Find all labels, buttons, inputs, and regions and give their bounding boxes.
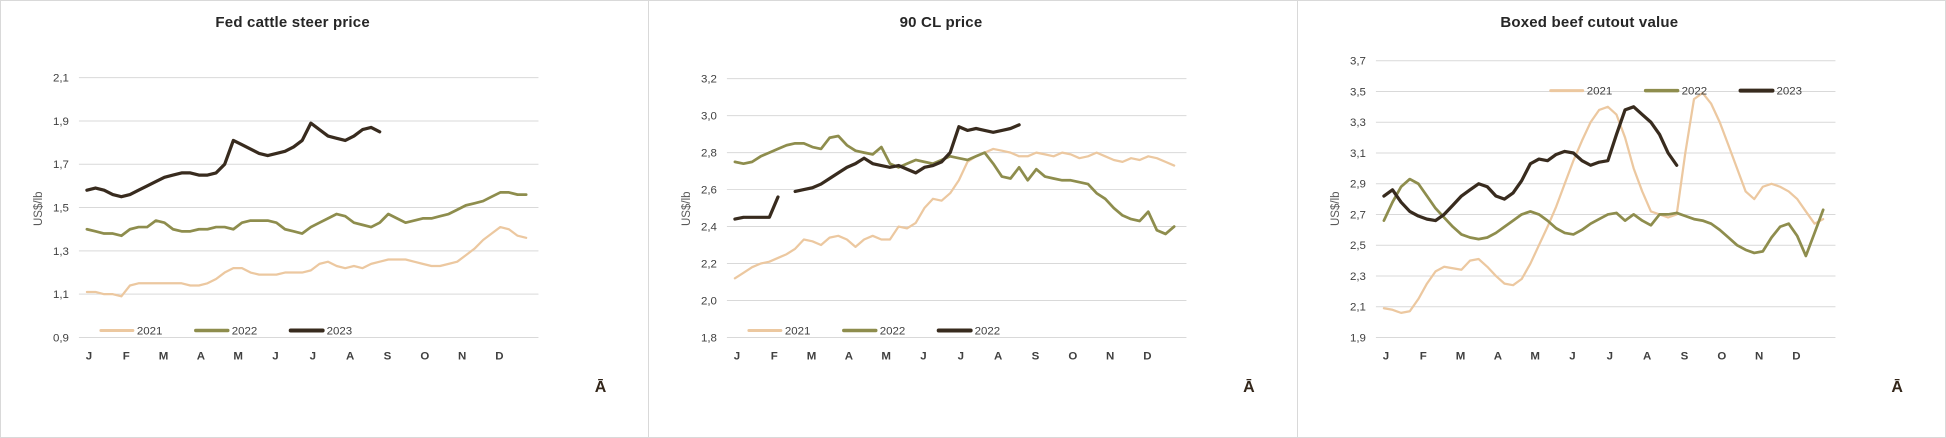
y-tick-label: 2,7: [1350, 209, 1366, 221]
series-line-2023: [1381, 105, 1678, 223]
x-tick-label: O: [420, 350, 429, 362]
y-tick-label: 2,1: [53, 73, 69, 85]
x-tick-label: A: [1643, 350, 1651, 362]
x-tick-label: A: [346, 350, 354, 362]
x-tick-label: S: [1032, 350, 1040, 362]
x-tick-label: J: [310, 350, 316, 362]
chart-plot: 3,2 3,0 2,8 2,6 2,4 2,2 2,0 1,8 J F M A M J J A S O N D 2021…: [701, 74, 1187, 362]
x-tick-label: M: [1455, 350, 1465, 362]
footnote-symbol: Ā: [594, 379, 607, 396]
y-tick-label: 1,9: [1350, 332, 1366, 344]
series-line-2021: [85, 225, 528, 298]
footnote-symbol: Ā: [1891, 379, 1903, 396]
y-tick-label: 2,5: [1350, 240, 1366, 252]
y-tick-label: 1,3: [53, 246, 69, 258]
x-tick-label: F: [771, 350, 778, 362]
x-tick-label: F: [1419, 350, 1426, 362]
y-tick-label: 2,2: [701, 259, 717, 271]
x-tick-label: J: [1606, 350, 1612, 362]
chart-panel-boxed-beef-cutout-value: Boxed beef cutout value US$/lb 3,7 3,5 3,3…: [1296, 1, 1945, 437]
y-tick-label: 1,7: [53, 159, 69, 171]
y-tick-label: 3,2: [701, 74, 717, 86]
x-tick-label: N: [1755, 350, 1763, 362]
series-line-2022: [793, 123, 1022, 194]
chart-panel-fed-cattle-steer-price: Fed cattle steer price US$/lb 2,1 1,9 1,7 1…: [1, 1, 648, 437]
x-tick-label: J: [958, 350, 964, 362]
x-tick-label: J: [86, 350, 92, 362]
x-tick-label: O: [1069, 350, 1078, 362]
x-tick-label: M: [233, 350, 243, 362]
x-tick-label: D: [1144, 350, 1152, 362]
legend-label: 2021: [1586, 86, 1612, 98]
y-tick-label: 3,7: [1350, 56, 1366, 68]
y-tick-label: 2,6: [701, 185, 717, 197]
x-tick-label: J: [1382, 350, 1388, 362]
x-tick-label: S: [1680, 350, 1688, 362]
x-tick-label: M: [1530, 350, 1540, 362]
legend-label: 2022: [1681, 86, 1707, 98]
x-tick-label: N: [1106, 350, 1114, 362]
y-tick-label: 3,1: [1350, 148, 1366, 160]
chart-title: 90 CL price: [899, 14, 983, 31]
series-line-2023: [85, 121, 382, 199]
legend-label: 2022: [975, 325, 1001, 337]
series-line-2022: [1382, 177, 1825, 258]
chart-title: Boxed beef cutout value: [1500, 14, 1679, 31]
series-line-2022: [733, 195, 780, 221]
x-tick-label: A: [1493, 350, 1501, 362]
y-tick-label: 2,3: [1350, 271, 1366, 283]
x-tick-label: F: [123, 350, 130, 362]
series-line-2021: [734, 147, 1176, 280]
series-line-2022: [733, 134, 1176, 236]
y-tick-label: 3,0: [701, 111, 717, 123]
y-tick-label: 2,9: [1350, 179, 1366, 191]
x-tick-label: M: [159, 350, 169, 362]
chart-plot: 2,1 1,9 1,7 1,5 1,3 1,1 0,9 J F M A M J J A S O N D 2021 202…: [53, 73, 539, 362]
y-tick-label: 1,1: [53, 289, 69, 301]
series-line-2021: [1382, 91, 1824, 314]
x-tick-label: D: [1792, 350, 1800, 362]
y-tick-label: 2,4: [701, 222, 718, 234]
x-tick-label: N: [458, 350, 466, 362]
y-tick-label: 0,9: [53, 332, 69, 344]
y-tick-label: 2,8: [701, 148, 717, 160]
x-tick-label: S: [384, 350, 392, 362]
x-tick-label: J: [272, 350, 278, 362]
x-tick-label: A: [197, 350, 205, 362]
x-tick-label: D: [495, 350, 503, 362]
y-tick-label: 1,5: [53, 203, 69, 215]
x-tick-label: J: [1569, 350, 1575, 362]
series-line-2022: [85, 191, 528, 238]
y-tick-label: 2,0: [701, 295, 717, 307]
y-tick-label: 1,9: [53, 116, 69, 128]
y-tick-label: 3,3: [1350, 117, 1366, 129]
legend-label: 2023: [327, 325, 353, 337]
x-tick-label: M: [882, 350, 892, 362]
x-tick-label: A: [994, 350, 1002, 362]
legend-label: 2022: [232, 325, 258, 337]
chart-panel-90-cl-price: 90 CL price US$/lb 3,2 3,0 2,8 2,6 2,4 2,2 2,0…: [648, 1, 1296, 437]
legend-label: 2023: [1776, 86, 1802, 98]
x-tick-label: M: [807, 350, 817, 362]
y-tick-label: 1,8: [701, 332, 717, 344]
x-tick-label: A: [845, 350, 853, 362]
x-tick-label: J: [734, 350, 740, 362]
legend-label: 2021: [785, 325, 811, 337]
y-tick-label: 3,5: [1350, 86, 1366, 98]
footnote-symbol: Ā: [1243, 379, 1255, 396]
chart-title: Fed cattle steer price: [215, 14, 370, 31]
chart-plot: 3,7 3,5 3,3 3,1 2,9 2,7 2,5 2,3 2,1 1,9 J F M A M J J A S O…: [1350, 56, 1836, 362]
y-tick-label: 2,1: [1350, 302, 1366, 314]
legend-label: 2022: [880, 325, 906, 337]
legend-label: 2021: [137, 325, 163, 337]
x-tick-label: O: [1717, 350, 1726, 362]
x-tick-label: J: [921, 350, 927, 362]
